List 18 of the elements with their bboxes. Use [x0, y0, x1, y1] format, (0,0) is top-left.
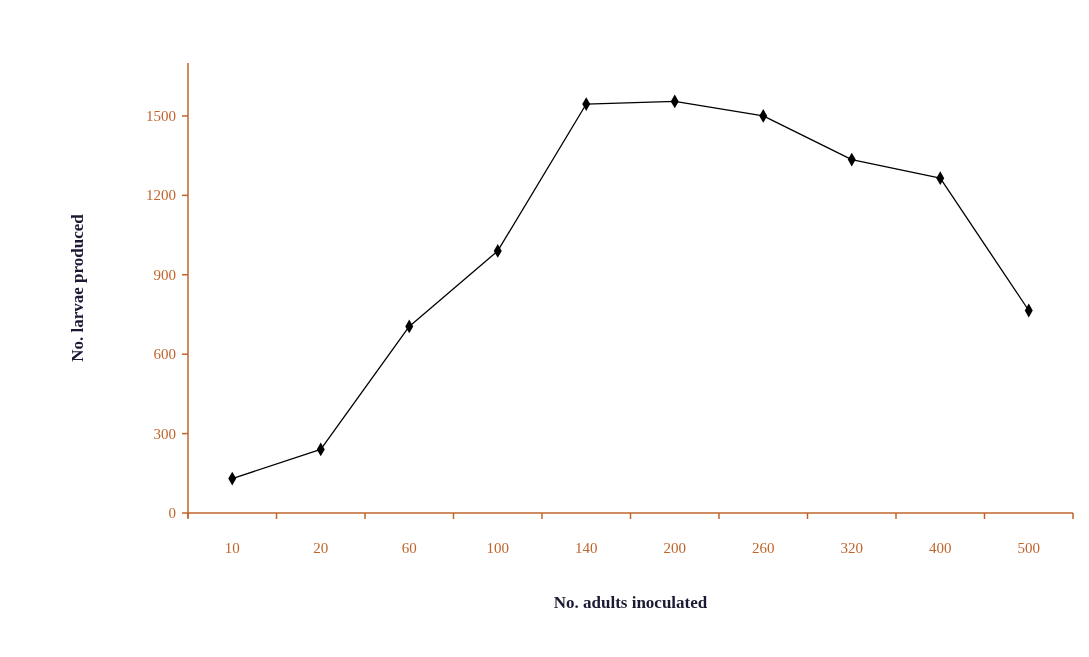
- x-tick-label: 60: [401, 540, 417, 556]
- y-tick-label: 0: [168, 505, 176, 521]
- x-tick-label: 20: [313, 540, 329, 556]
- y-tick-label: 900: [153, 266, 176, 283]
- x-tick-label: 10: [224, 540, 240, 556]
- y-tick-label: 600: [153, 346, 176, 363]
- x-tick-label: 200: [663, 540, 686, 556]
- x-tick-label: 260: [752, 540, 775, 556]
- y-tick-label: 300: [153, 425, 176, 442]
- x-tick-label: 400: [929, 540, 952, 556]
- y-tick-label: 1200: [146, 187, 176, 204]
- x-tick-label: 500: [1017, 540, 1040, 556]
- x-axis-title: No. adults inoculated: [553, 593, 708, 612]
- x-tick-label: 320: [840, 540, 863, 556]
- x-tick-label: 140: [575, 540, 598, 556]
- y-tick-label: 1500: [146, 107, 176, 124]
- x-tick-label: 100: [486, 540, 509, 556]
- y-axis-title: No. larvae produced: [68, 213, 87, 362]
